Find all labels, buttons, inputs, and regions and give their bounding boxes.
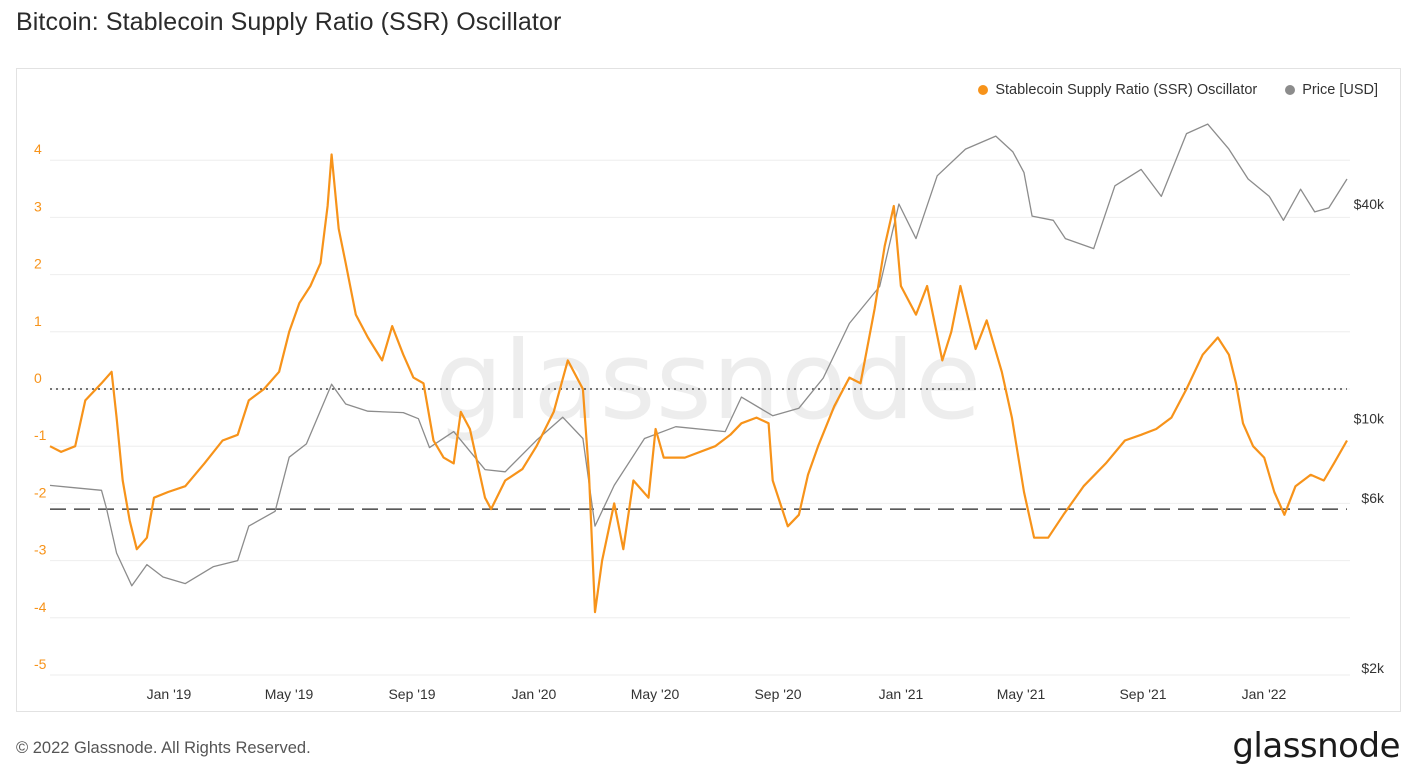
legend-item-price[interactable]: Price [USD] (1285, 82, 1378, 98)
y-left-tick-3: 1 (34, 313, 42, 329)
y-right-tick-2: $6k (1361, 490, 1385, 506)
x-tick-8: Sep '21 (1119, 686, 1166, 702)
x-tick-2: Sep '19 (388, 686, 435, 702)
y-right-tick-3: $2k (1361, 660, 1385, 676)
x-tick-9: Jan '22 (1242, 686, 1287, 702)
legend-label-ssr: Stablecoin Supply Ratio (SSR) Oscillator (995, 82, 1258, 98)
y-left-tick-2: 2 (34, 256, 42, 272)
y-left-tick-4: 0 (34, 370, 42, 386)
x-tick-7: May '21 (997, 686, 1046, 702)
ssr-line (49, 153, 1348, 614)
y-left-tick-7: -3 (34, 542, 47, 558)
y-right-tick-0: $40k (1354, 196, 1385, 212)
y-axis-right: $40k $10k $6k $2k (1354, 196, 1385, 676)
legend-dot-ssr (978, 85, 989, 95)
chart-title: Bitcoin: Stablecoin Supply Ratio (SSR) O… (16, 8, 562, 36)
glassnode-logo: glassnode (1232, 726, 1400, 766)
legend-label-price: Price [USD] (1302, 82, 1378, 98)
x-axis: Jan '19 May '19 Sep '19 Jan '20 May '20 Sep '… (147, 686, 1287, 702)
y-left-tick-5: -1 (34, 427, 47, 443)
copyright-footer: © 2022 Glassnode. All Rights Reserved. (16, 739, 311, 757)
legend-item-ssr[interactable]: Stablecoin Supply Ratio (SSR) Oscillator (978, 82, 1257, 98)
x-tick-3: Jan '20 (512, 686, 557, 702)
x-tick-6: Jan '21 (879, 686, 924, 702)
chart-legend: Stablecoin Supply Ratio (SSR) Oscillator… (978, 82, 1378, 98)
legend-dot-price (1285, 85, 1296, 95)
y-left-tick-0: 4 (34, 141, 42, 157)
x-tick-5: Sep '20 (754, 686, 801, 702)
watermark: glassnode (435, 319, 982, 444)
series-price (49, 123, 1348, 587)
x-tick-0: Jan '19 (147, 686, 192, 702)
y-left-tick-6: -2 (34, 484, 47, 500)
x-tick-1: May '19 (265, 686, 314, 702)
y-right-tick-1: $10k (1354, 411, 1385, 427)
chart-panel (16, 68, 1401, 712)
reference-lines (50, 388, 1347, 510)
price-line (49, 123, 1348, 587)
series-ssr (49, 153, 1348, 614)
y-left-tick-9: -5 (34, 656, 47, 672)
y-left-tick-8: -4 (34, 599, 47, 615)
y-left-tick-1: 3 (34, 198, 42, 214)
y-axis-left: 4 3 2 1 0 -1 -2 -3 -4 -5 (34, 141, 47, 672)
x-tick-4: May '20 (631, 686, 680, 702)
